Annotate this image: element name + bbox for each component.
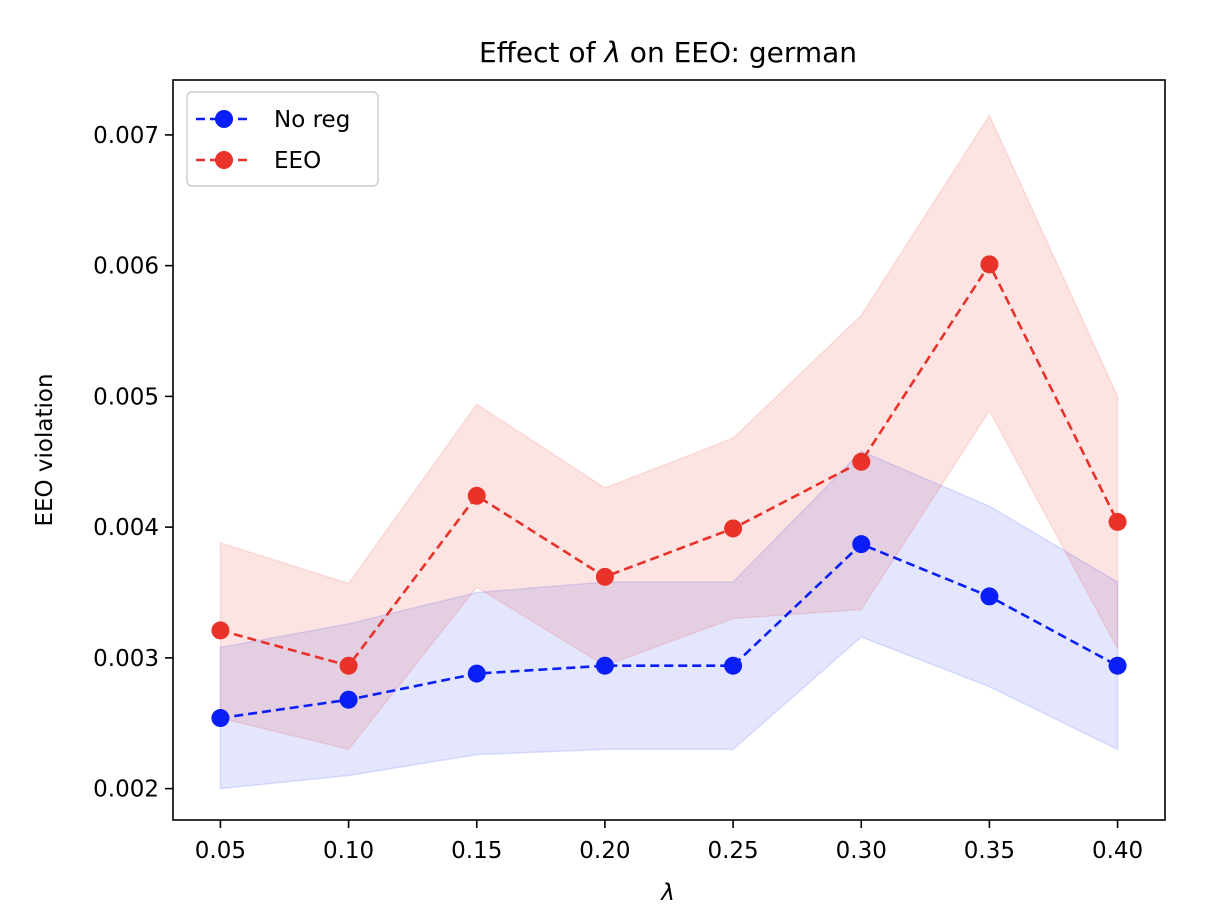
point-no-reg-3 (595, 656, 614, 675)
chart-title-suffix: on EEO: german (621, 36, 857, 69)
x-tick-label-7: 0.40 (1092, 838, 1143, 864)
x-axis-label: λ (659, 880, 675, 906)
point-no-reg-0 (211, 709, 230, 728)
line-no-reg (220, 542, 1119, 720)
x-tick-label-6: 0.35 (964, 838, 1015, 864)
series-lines (220, 261, 1119, 720)
y-tick-label-1: 0.003 (93, 646, 159, 672)
point-no-reg-5 (852, 535, 871, 554)
x-tick-label-1: 0.10 (323, 838, 374, 864)
point-eeo-4 (724, 519, 743, 538)
x-tick-label-4: 0.25 (707, 838, 758, 864)
point-no-reg-1 (339, 690, 358, 709)
point-eeo-2 (467, 486, 486, 505)
x-tick-label-3: 0.20 (579, 838, 630, 864)
series-markers (211, 255, 1127, 728)
point-eeo-5 (852, 452, 871, 471)
chart-title-prefix: Effect of (479, 36, 604, 69)
x-axis: 0.05 0.10 0.15 0.20 0.25 0.30 0.35 0.40 (195, 820, 1143, 864)
point-eeo-3 (595, 567, 614, 586)
y-axis: 0.002 0.003 0.004 0.005 0.006 0.007 (93, 123, 173, 803)
y-tick-label-5: 0.007 (93, 123, 159, 149)
legend-marker-eeo (215, 151, 233, 169)
point-eeo-6 (980, 255, 999, 274)
legend-label-eeo: EEO (274, 148, 321, 174)
x-tick-label-2: 0.15 (451, 838, 502, 864)
legend-label-no-reg: No reg (274, 107, 350, 133)
band-eeo (219, 113, 1119, 751)
point-no-reg-2 (467, 664, 486, 683)
point-eeo-1 (339, 656, 358, 675)
confidence-bands (219, 113, 1119, 790)
x-tick-label-0: 0.05 (195, 838, 246, 864)
point-no-reg-7 (1108, 656, 1127, 675)
y-tick-label-2: 0.004 (93, 515, 159, 541)
y-tick-label-4: 0.006 (93, 254, 159, 280)
x-tick-label-5: 0.30 (836, 838, 887, 864)
point-eeo-7 (1108, 512, 1127, 531)
point-no-reg-6 (980, 587, 999, 606)
y-tick-label-3: 0.005 (93, 384, 159, 410)
legend-frame (186, 91, 379, 187)
legend-marker-no-reg (215, 110, 233, 128)
line-eeo (220, 261, 1119, 668)
legend: No reg EEO (186, 91, 379, 187)
point-eeo-0 (211, 621, 230, 640)
y-axis-label: EEO violation (32, 373, 58, 526)
point-no-reg-4 (724, 656, 743, 675)
band-no-reg (219, 450, 1119, 790)
chart-title-symbol: λ (602, 36, 621, 69)
plot-frame (172, 79, 1166, 821)
chart-title: Effect of λ on EEO: german (479, 36, 857, 69)
y-tick-label-0: 0.002 (93, 777, 159, 803)
